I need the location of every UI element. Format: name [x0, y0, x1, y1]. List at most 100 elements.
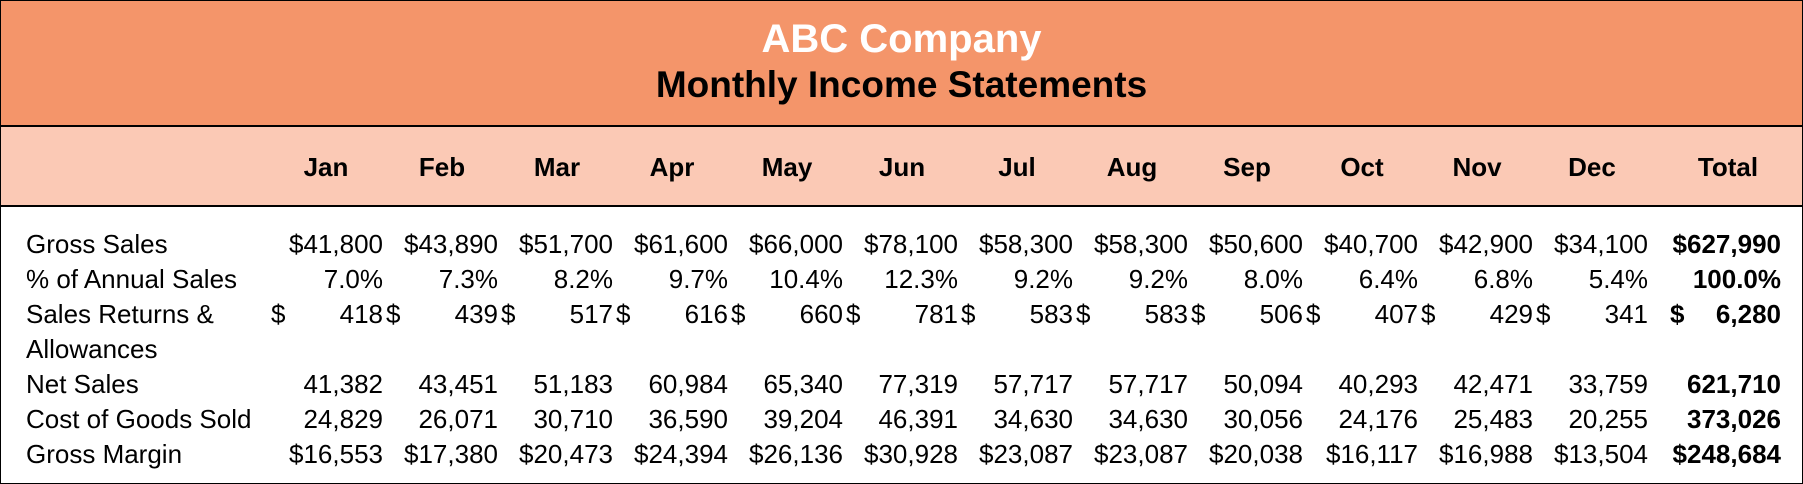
total-cell: $248,684: [1670, 437, 1781, 472]
value-cell: 50,094: [1191, 367, 1303, 402]
value-cell: 8.0%: [1191, 262, 1303, 297]
value-cell: $341: [1536, 297, 1648, 332]
value-cell: 10.4%: [731, 262, 843, 297]
value-cell: 39,204: [731, 402, 843, 437]
value-cell: 5.4%: [1536, 262, 1648, 297]
value-cell: $583: [961, 297, 1073, 332]
cell-value: 50,094: [1223, 369, 1303, 399]
value-cell: 12.3%: [846, 262, 958, 297]
cell-value: 100.0%: [1692, 264, 1781, 294]
cell-value: 621,710: [1687, 369, 1781, 399]
value-cell: 40,293: [1306, 367, 1418, 402]
statement-title: Monthly Income Statements: [655, 64, 1148, 105]
cell-value: 57,717: [993, 369, 1073, 399]
column-header-row: Jan Feb Mar Apr May Jun Jul Aug Sep Oct Nov Dec Tota…: [1, 127, 1802, 207]
table-row: Gross Margin $16,553 $17,380 $20,473 $24,394…: [0, 437, 1803, 472]
currency-symbol: $: [731, 299, 746, 329]
value-cell: $16,553: [271, 437, 383, 472]
value-cell: $13,504: [1536, 437, 1648, 472]
cell-value: 46,391: [878, 404, 958, 434]
row-label: % of Annual Sales: [26, 264, 238, 294]
currency-symbol: $: [961, 299, 976, 329]
cell-value: 5.4%: [1588, 264, 1648, 294]
cell-value: 6.8%: [1473, 264, 1533, 294]
value-cell: 30,710: [501, 402, 613, 437]
cell-value: 7.3%: [438, 264, 498, 294]
value-cell: $506: [1191, 297, 1303, 332]
cell-value: $16,988: [1439, 439, 1533, 469]
cell-value: 41,382: [303, 369, 383, 399]
company-name: ABC Company: [761, 17, 1042, 61]
column-header-oct: Oct: [1340, 152, 1384, 182]
value-cell: 9.2%: [1076, 262, 1188, 297]
cell-value: 9.2%: [1013, 264, 1073, 294]
value-cell: 25,483: [1421, 402, 1533, 437]
cell-value: 40,293: [1338, 369, 1418, 399]
value-cell: $78,100: [846, 227, 958, 262]
value-cell: 36,590: [616, 402, 728, 437]
row-label: Gross Sales: [26, 229, 168, 259]
value-cell: 26,071: [386, 402, 498, 437]
value-cell: $20,473: [501, 437, 613, 472]
column-header-aug: Aug: [1106, 152, 1158, 182]
cell-value: 8.0%: [1243, 264, 1303, 294]
value-cell: $40,700: [1306, 227, 1418, 262]
value-cell: $418: [271, 297, 383, 332]
currency-symbol: $: [1670, 299, 1685, 329]
column-header-sep: Sep: [1223, 152, 1271, 182]
value-cell: 41,382: [271, 367, 383, 402]
total-cell: 373,026: [1670, 402, 1781, 437]
value-cell: $26,136: [731, 437, 843, 472]
cell-value: 34,630: [993, 404, 1073, 434]
value-cell: 46,391: [846, 402, 958, 437]
value-cell: $17,380: [386, 437, 498, 472]
column-header-jun: Jun: [878, 152, 926, 182]
column-header-jan: Jan: [303, 152, 349, 182]
value-cell: 7.0%: [271, 262, 383, 297]
value-cell: $51,700: [501, 227, 613, 262]
table-row: Sales Returns & Allowances $418 $439 $517 $61…: [0, 297, 1803, 364]
cell-value: 65,340: [763, 369, 843, 399]
cell-value: $51,700: [519, 229, 613, 259]
cell-value: $16,117: [1325, 439, 1418, 469]
value-cell: 6.4%: [1306, 262, 1418, 297]
cell-value: $40,700: [1324, 229, 1418, 259]
cell-value: $50,600: [1209, 229, 1303, 259]
cell-value: 373,026: [1687, 404, 1781, 434]
value-cell: 65,340: [731, 367, 843, 402]
cell-value: $58,300: [1094, 229, 1188, 259]
value-cell: 57,717: [1076, 367, 1188, 402]
cell-value: 26,071: [418, 404, 498, 434]
cell-value: $26,136: [749, 439, 843, 469]
value-cell: $407: [1306, 297, 1418, 332]
value-cell: $781: [846, 297, 958, 332]
column-header-dec: Dec: [1568, 152, 1616, 182]
cell-value: 33,759: [1568, 369, 1648, 399]
value-cell: $42,900: [1421, 227, 1533, 262]
value-cell: 9.7%: [616, 262, 728, 297]
cell-value: 6.4%: [1358, 264, 1418, 294]
cell-value: 51,183: [533, 369, 613, 399]
value-cell: $429: [1421, 297, 1533, 332]
value-cell: $58,300: [1076, 227, 1188, 262]
cell-value: $248,684: [1672, 439, 1781, 469]
cell-value: 24,829: [303, 404, 383, 434]
currency-symbol: $: [1076, 299, 1091, 329]
value-cell: $23,087: [961, 437, 1073, 472]
value-cell: 77,319: [846, 367, 958, 402]
currency-symbol: $: [846, 299, 861, 329]
currency-symbol: $: [616, 299, 631, 329]
column-header-may: May: [761, 152, 813, 182]
cell-value: $24,394: [634, 439, 728, 469]
value-cell: $660: [731, 297, 843, 332]
value-cell: 6.8%: [1421, 262, 1533, 297]
cell-value: $30,928: [864, 439, 958, 469]
row-label: Sales Returns &: [26, 299, 214, 329]
total-cell: $627,990: [1670, 227, 1781, 262]
cell-value: 6,280: [1715, 299, 1781, 329]
cell-value: 30,056: [1223, 404, 1303, 434]
value-cell: $58,300: [961, 227, 1073, 262]
cell-value: 20,255: [1568, 404, 1648, 434]
cell-value: 418: [339, 299, 383, 329]
